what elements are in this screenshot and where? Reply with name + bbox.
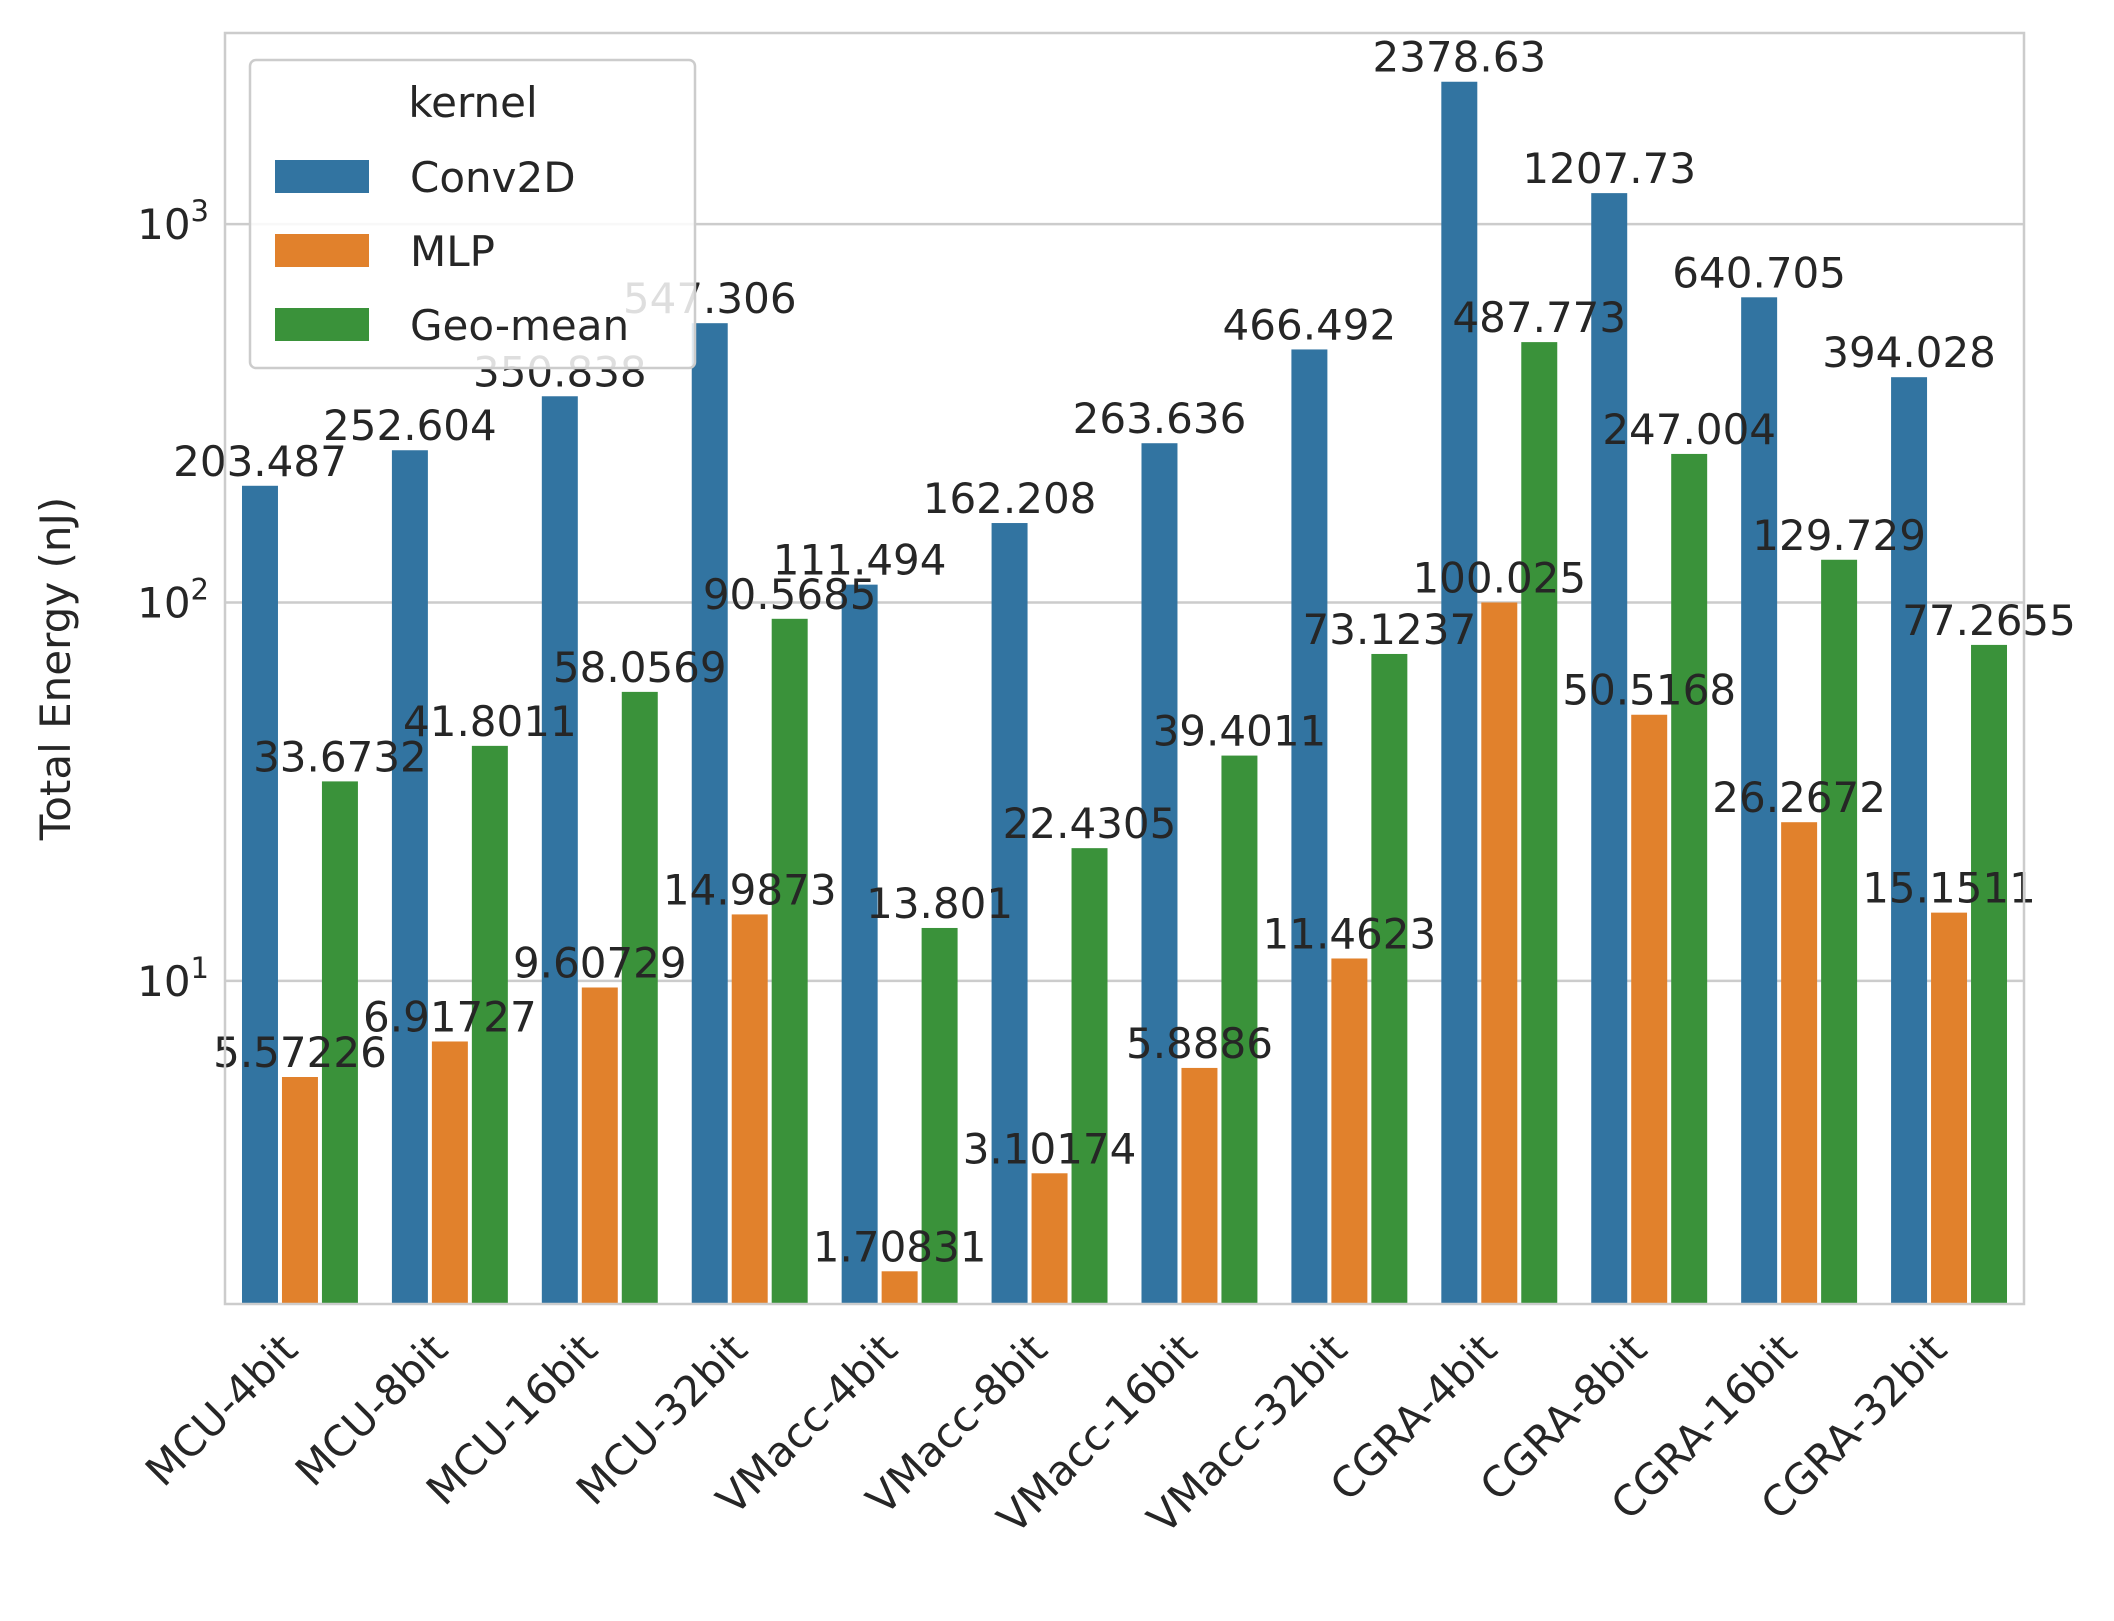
- bar-geo-mean: [921, 927, 958, 1304]
- bar-mlp: [1181, 1067, 1218, 1304]
- legend-title: kernel: [408, 78, 537, 127]
- data-label-mlp: 11.4623: [1263, 909, 1437, 958]
- data-label-conv2d: 111.494: [773, 536, 947, 585]
- bar-conv2d: [391, 450, 428, 1304]
- data-label-conv2d: 466.492: [1223, 300, 1397, 349]
- bar-mlp: [281, 1077, 318, 1304]
- data-label-geo-mean: 247.004: [1602, 405, 1776, 454]
- data-label-geo-mean: 58.0569: [553, 643, 727, 692]
- data-label-mlp: 14.9873: [663, 865, 837, 914]
- legend-box: [248, 58, 697, 370]
- bar-geo-mean: [1821, 559, 1858, 1304]
- data-label-conv2d: 263.636: [1073, 394, 1247, 443]
- bar-mlp: [1781, 822, 1818, 1304]
- data-label-mlp: 5.57226: [213, 1028, 387, 1077]
- y-tick-labels: 101 102 103: [137, 194, 209, 1006]
- data-label-mlp: 6.91727: [363, 992, 537, 1041]
- bar-mlp: [1481, 602, 1518, 1304]
- data-label-geo-mean: 77.2655: [1902, 596, 2076, 645]
- bar-geo-mean: [321, 781, 358, 1304]
- data-label-geo-mean: 22.4305: [1003, 799, 1177, 848]
- data-label-conv2d: 203.487: [173, 437, 347, 486]
- bars: [241, 81, 2008, 1305]
- bar-mlp: [581, 987, 618, 1304]
- bar-geo-mean: [1371, 653, 1408, 1304]
- data-label-mlp: 9.60729: [513, 938, 687, 987]
- bar-conv2d: [1291, 349, 1328, 1304]
- bar-conv2d: [541, 396, 578, 1304]
- bar-geo-mean: [1521, 342, 1558, 1305]
- bar-mlp: [1931, 912, 1968, 1304]
- data-label-mlp: 50.5168: [1562, 666, 1736, 715]
- legend-swatch-conv2d: [275, 160, 369, 193]
- bar-conv2d: [991, 523, 1028, 1304]
- legend-label-geo-mean: Geo-mean: [410, 301, 629, 350]
- legend: kernel Conv2D MLP Geo-mean: [248, 58, 697, 370]
- bar-conv2d: [1741, 297, 1778, 1305]
- legend-swatch-geo-mean: [275, 308, 369, 341]
- data-label-geo-mean: 13.801: [866, 879, 1013, 928]
- y-tick-label: 103: [137, 194, 209, 249]
- plot-frame: [223, 31, 2026, 1306]
- data-label-mlp: 5.8886: [1126, 1019, 1273, 1068]
- legend-label-mlp: MLP: [410, 227, 495, 276]
- legend-items: Conv2D MLP Geo-mean: [275, 153, 629, 350]
- bar-conv2d: [241, 485, 278, 1304]
- bar-mlp: [881, 1271, 918, 1304]
- data-label-geo-mean: 129.729: [1752, 511, 1926, 560]
- bar-conv2d: [1891, 377, 1928, 1304]
- data-label-conv2d: 252.604: [323, 401, 497, 450]
- y-tick-label: 101: [137, 951, 209, 1006]
- bar-geo-mean: [471, 745, 508, 1304]
- data-label-geo-mean: 90.5685: [703, 570, 877, 619]
- bar-mlp: [1631, 714, 1668, 1304]
- data-label-conv2d: 2378.63: [1372, 33, 1546, 82]
- data-label-geo-mean: 73.1237: [1303, 605, 1477, 654]
- data-label-conv2d: 640.705: [1672, 248, 1846, 297]
- bar-conv2d: [1441, 81, 1478, 1304]
- bar-geo-mean: [621, 691, 658, 1304]
- bar-mlp: [731, 914, 768, 1304]
- bar-geo-mean: [771, 618, 808, 1304]
- y-axis-label: Total Energy (nJ): [31, 497, 80, 842]
- bar-conv2d: [691, 323, 728, 1304]
- bar-geo-mean: [1221, 755, 1258, 1304]
- data-label-mlp: 1.70831: [813, 1222, 987, 1271]
- data-label-geo-mean: 41.8011: [403, 697, 577, 746]
- data-label-conv2d: 1207.73: [1522, 144, 1696, 193]
- legend-swatch-mlp: [275, 234, 369, 267]
- data-label-mlp: 26.2672: [1712, 773, 1886, 822]
- bar-geo-mean: [1071, 848, 1108, 1304]
- data-label-geo-mean: 33.6732: [253, 732, 427, 781]
- data-label-mlp: 100.025: [1412, 553, 1586, 602]
- data-label-geo-mean: 487.773: [1452, 293, 1626, 342]
- data-label-geo-mean: 39.4011: [1153, 707, 1327, 756]
- bar-mlp: [431, 1041, 468, 1304]
- bar-conv2d: [1591, 193, 1628, 1305]
- data-label-mlp: 15.1511: [1862, 864, 2036, 913]
- data-label-conv2d: 162.208: [923, 474, 1097, 523]
- y-tick-label: 102: [137, 573, 209, 628]
- data-label-mlp: 3.10174: [963, 1124, 1137, 1173]
- legend-label-conv2d: Conv2D: [410, 153, 576, 202]
- data-label-conv2d: 394.028: [1822, 328, 1996, 377]
- bar-geo-mean: [1971, 644, 2008, 1304]
- bar-conv2d: [1141, 443, 1178, 1305]
- bar-geo-mean: [1671, 453, 1708, 1304]
- bar-conv2d: [841, 584, 878, 1304]
- bar-mlp: [1031, 1173, 1068, 1304]
- bar-mlp: [1331, 958, 1368, 1304]
